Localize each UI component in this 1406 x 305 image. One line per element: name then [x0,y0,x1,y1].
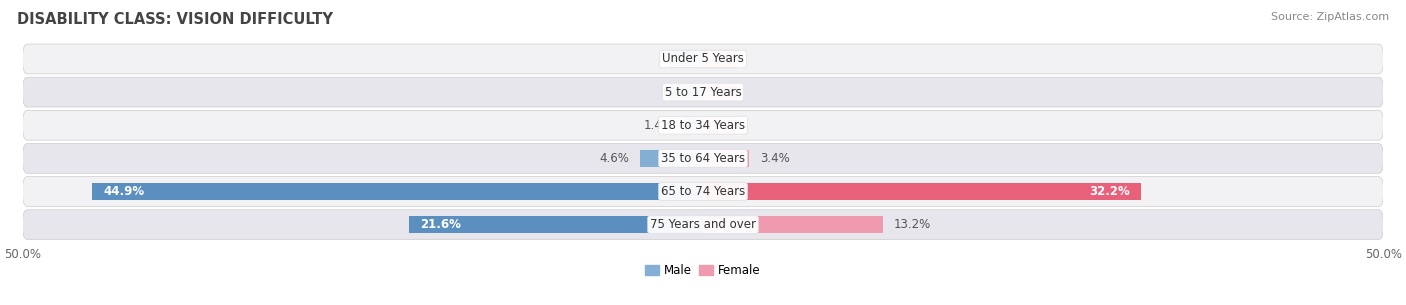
Text: 3.4%: 3.4% [761,152,790,165]
FancyBboxPatch shape [22,210,1384,239]
Text: 13.2%: 13.2% [893,218,931,231]
Bar [683,117,703,134]
Text: 65 to 74 Years: 65 to 74 Years [661,185,745,198]
Text: 21.6%: 21.6% [420,218,461,231]
Bar [703,50,737,68]
Text: 4.6%: 4.6% [599,152,630,165]
Bar [703,183,1142,200]
Bar [669,50,703,68]
Text: 0.0%: 0.0% [662,86,692,99]
Text: 0.0%: 0.0% [714,119,744,132]
Text: DISABILITY CLASS: VISION DIFFICULTY: DISABILITY CLASS: VISION DIFFICULTY [17,12,333,27]
Text: 32.2%: 32.2% [1090,185,1130,198]
Bar [703,117,737,134]
FancyBboxPatch shape [22,77,1384,107]
Text: 5 to 17 Years: 5 to 17 Years [665,86,741,99]
Text: Under 5 Years: Under 5 Years [662,52,744,66]
Bar [703,84,737,101]
Bar [640,150,703,167]
Text: 0.0%: 0.0% [662,52,692,66]
Legend: Male, Female: Male, Female [641,259,765,282]
Bar [409,216,703,233]
Text: 0.0%: 0.0% [714,86,744,99]
Text: 18 to 34 Years: 18 to 34 Years [661,119,745,132]
Bar [91,183,703,200]
Bar [703,216,883,233]
FancyBboxPatch shape [22,110,1384,140]
Text: 44.9%: 44.9% [103,185,143,198]
Text: 75 Years and over: 75 Years and over [650,218,756,231]
Text: Source: ZipAtlas.com: Source: ZipAtlas.com [1271,12,1389,22]
FancyBboxPatch shape [22,44,1384,74]
Bar [703,150,749,167]
Text: 0.0%: 0.0% [714,52,744,66]
Text: 1.4%: 1.4% [643,119,673,132]
Text: 35 to 64 Years: 35 to 64 Years [661,152,745,165]
Bar [669,84,703,101]
FancyBboxPatch shape [22,177,1384,206]
FancyBboxPatch shape [22,143,1384,173]
